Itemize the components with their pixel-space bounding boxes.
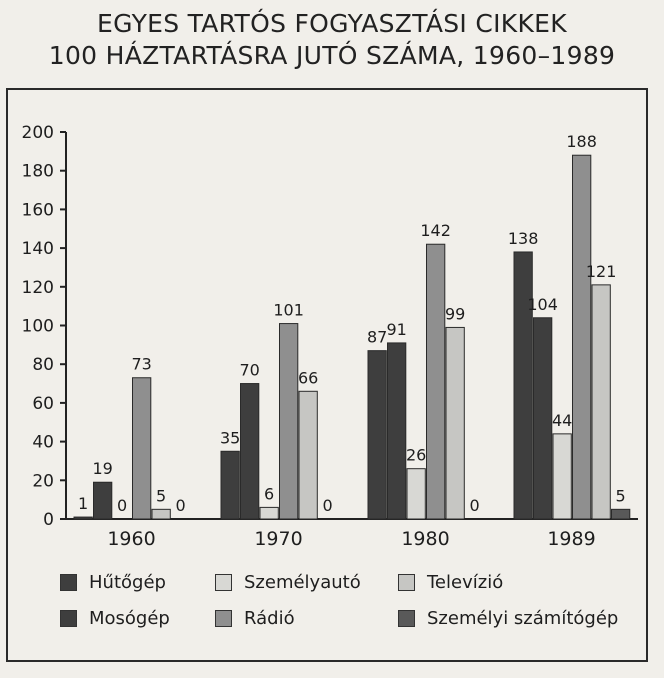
chart-legend: Hűtőgép Személyautó Televízió Mosógép Rádió S… <box>60 570 640 640</box>
bar-televizio-1989 <box>591 284 611 520</box>
x-tick-label: 1980 <box>401 528 449 550</box>
legend-swatch-szamitogep <box>398 609 415 627</box>
bar-hutogep-1980 <box>367 350 387 520</box>
bar-televizio-1960 <box>151 508 171 520</box>
bar-mosogep-1960 <box>93 481 113 520</box>
bar-mosogep-1989 <box>533 317 553 520</box>
legend-swatch-televizio <box>398 573 415 591</box>
legend-swatch-szemelyauto <box>215 573 232 591</box>
data-label-szemelyauto-1960: 0 <box>117 496 127 515</box>
bar-szemelyauto-1989 <box>552 433 572 520</box>
bar-televizio-1980 <box>445 326 465 520</box>
y-tick-label: 180 <box>22 162 54 182</box>
y-tick-label: 0 <box>43 510 54 530</box>
y-tick-label: 80 <box>32 355 54 375</box>
bar-szamitogep-1989 <box>611 508 631 520</box>
legend-item-szemelyauto: Személyautó <box>215 570 361 594</box>
x-tick-label: 1970 <box>254 528 302 550</box>
bar-mosogep-1970 <box>240 383 260 520</box>
data-label-mosogep-1989: 104 <box>527 295 558 314</box>
y-tick-label: 60 <box>32 394 54 414</box>
data-label-mosogep-1980: 91 <box>386 320 406 339</box>
bar-radio-1980 <box>426 243 446 520</box>
y-tick-label: 140 <box>22 239 54 259</box>
legend-item-hutogep: Hűtőgép <box>60 570 166 594</box>
bar-hutogep-1989 <box>513 251 533 520</box>
y-tick-label: 20 <box>32 471 54 491</box>
data-label-mosogep-1970: 70 <box>239 361 259 380</box>
data-label-televizio-1989: 121 <box>586 262 617 281</box>
legend-item-televizio: Televízió <box>398 570 503 594</box>
chart-frame <box>6 88 648 662</box>
data-label-szamitogep-1960: 0 <box>176 496 186 515</box>
data-label-hutogep-1980: 87 <box>367 328 387 347</box>
bar-televizio-1970 <box>298 390 318 520</box>
bar-radio-1960 <box>132 377 152 520</box>
data-label-szamitogep-1970: 0 <box>323 496 333 515</box>
data-label-mosogep-1960: 19 <box>92 459 112 478</box>
legend-label-hutogep: Hűtőgép <box>89 571 166 593</box>
data-label-radio-1960: 73 <box>131 355 151 374</box>
legend-swatch-hutogep <box>60 573 77 591</box>
bar-mosogep-1980 <box>387 342 407 520</box>
bar-hutogep-1960 <box>73 516 93 520</box>
data-label-szemelyauto-1970: 6 <box>264 484 274 503</box>
legend-item-radio: Rádió <box>215 606 295 630</box>
chart-title: EGYES TARTÓS FOGYASZTÁSI CIKKEK 100 HÁZT… <box>0 8 664 72</box>
y-tick-label: 200 <box>22 123 54 143</box>
legend-item-mosogep: Mosógép <box>60 606 170 630</box>
y-tick-label: 40 <box>32 433 54 453</box>
legend-swatch-radio <box>215 609 232 627</box>
y-tick-label: 120 <box>22 278 54 298</box>
chart-title-line2: 100 HÁZTARTÁSRA JUTÓ SZÁMA, 1960–1989 <box>48 41 616 70</box>
data-label-hutogep-1970: 35 <box>220 428 240 447</box>
y-tick-label: 100 <box>22 317 54 337</box>
x-tick-label: 1960 <box>107 528 155 550</box>
data-label-televizio-1980: 99 <box>445 304 465 323</box>
data-label-televizio-1970: 66 <box>298 368 318 387</box>
bar-hutogep-1970 <box>220 450 240 520</box>
legend-label-mosogep: Mosógép <box>89 607 170 629</box>
data-label-radio-1989: 188 <box>566 132 597 151</box>
legend-item-szamitogep: Személyi számítógép <box>398 606 618 630</box>
legend-label-radio: Rádió <box>244 607 295 629</box>
data-label-radio-1980: 142 <box>420 221 451 240</box>
data-label-hutogep-1989: 138 <box>508 229 539 248</box>
data-label-szamitogep-1980: 0 <box>470 496 480 515</box>
data-label-hutogep-1960: 1 <box>78 494 88 513</box>
data-label-televizio-1960: 5 <box>156 486 166 505</box>
legend-label-televizio: Televízió <box>427 571 504 593</box>
x-tick-label: 1989 <box>547 528 595 550</box>
chart-title-line1: EGYES TARTÓS FOGYASZTÁSI CIKKEK <box>97 9 567 38</box>
legend-label-szemelyauto: Személyautó <box>244 571 361 593</box>
legend-label-szamitogep: Személyi számítógép <box>427 607 619 629</box>
y-tick-label: 160 <box>22 200 54 220</box>
bar-radio-1970 <box>279 323 299 520</box>
data-label-szamitogep-1989: 5 <box>616 486 626 505</box>
bar-szemelyauto-1980 <box>406 468 426 520</box>
data-label-radio-1970: 101 <box>273 301 304 320</box>
legend-swatch-mosogep <box>60 609 77 627</box>
bar-szemelyauto-1970 <box>259 506 279 520</box>
data-label-szemelyauto-1989: 44 <box>552 411 572 430</box>
bar-radio-1989 <box>572 154 592 520</box>
data-label-szemelyauto-1980: 26 <box>406 446 426 465</box>
